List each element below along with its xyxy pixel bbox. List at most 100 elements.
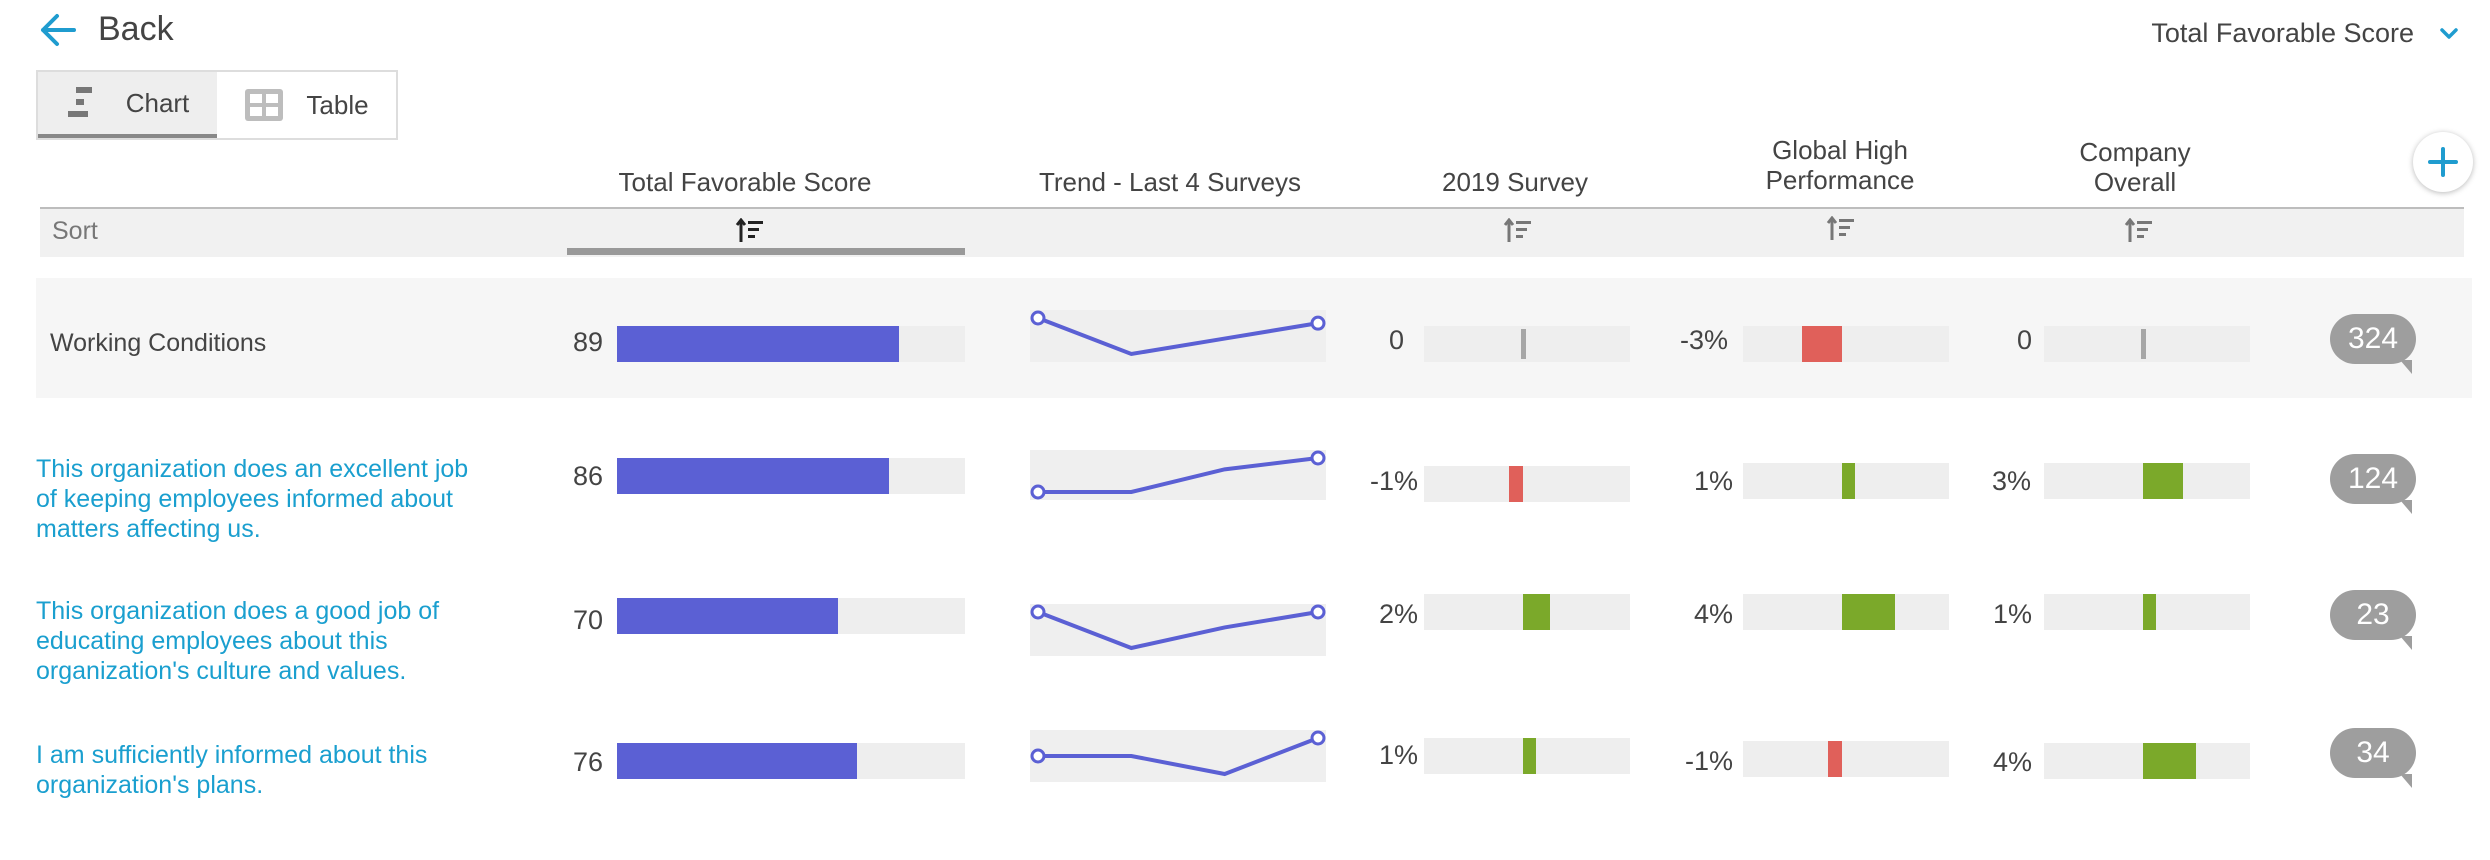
diff-bar-global-2 [1743, 594, 1949, 630]
diff-bar-global-3 [1743, 741, 1949, 777]
table-view-label: Table [306, 89, 369, 120]
diff-bar-global-fill-2 [1841, 594, 1896, 630]
chart-view-button[interactable]: Chart [38, 72, 217, 138]
metric-selector-label: Total Favorable Score [2151, 18, 2414, 48]
row-score-0: 89 [572, 327, 603, 357]
metric-selector[interactable]: Total Favorable Score [2151, 18, 2458, 49]
row-global-value-0: -3% [1679, 325, 1728, 355]
score-bar-2 [617, 598, 965, 634]
trend-end-point [1310, 730, 1326, 746]
comment-bubble-tail-2 [2400, 636, 2412, 650]
view-toggle: Chart Table [36, 70, 398, 140]
diff-bar-global-1 [1743, 463, 1949, 499]
score-bar-3 [617, 743, 965, 779]
diff-bar-company-3 [2044, 743, 2250, 779]
score-bar-fill-0 [617, 326, 899, 362]
row-company-value-1: 3% [1991, 466, 2031, 496]
table-view-button[interactable]: Table [217, 72, 396, 138]
comment-count-bubble-3[interactable]: 34 [2330, 728, 2416, 778]
plus-icon [2428, 147, 2458, 177]
score-bar-fill-3 [617, 743, 858, 779]
score-bar-1 [617, 458, 965, 494]
row-score-2: 70 [572, 605, 603, 635]
diff-bar-2019-fill-1 [1509, 466, 1523, 502]
diff-bar-company-1 [2044, 463, 2250, 499]
column-header-company-overall: Company Overall [2020, 137, 2250, 197]
column-header-global-high-line2: Performance [1765, 165, 1915, 195]
diff-bar-2019-1 [1424, 466, 1630, 502]
comment-bubble-tail-1 [2400, 500, 2412, 514]
row-label-0: Working Conditions [50, 329, 267, 357]
comment-count-0: 324 [2347, 322, 2399, 355]
diff-bar-company-2 [2044, 594, 2250, 630]
row-2019-value-3: 1% [1378, 740, 1418, 770]
trend-line [1038, 736, 1319, 777]
trend-line [1037, 610, 1319, 651]
diff-bar-2019-fill-0 [1520, 329, 1526, 359]
chevron-down-icon [2440, 27, 2458, 39]
trend-start-point [1030, 748, 1046, 764]
trend-sparkline-1 [1030, 450, 1326, 500]
comment-count-bubble-2[interactable]: 23 [2330, 590, 2416, 640]
trend-start-point [1030, 604, 1046, 620]
trend-sparkline-3 [1030, 730, 1326, 782]
diff-bar-2019-2 [1424, 594, 1630, 630]
comment-bubble-tail-3 [2400, 774, 2412, 788]
comment-count-bubble-1[interactable]: 124 [2330, 454, 2416, 504]
trend-sparkline-0 [1030, 310, 1326, 362]
table-icon [245, 89, 284, 121]
score-bar-0 [617, 326, 965, 362]
trend-end-point [1310, 315, 1326, 331]
row-label-1[interactable]: This organization does an excellent job … [36, 455, 469, 543]
trend-start-point [1030, 310, 1046, 326]
diff-bar-2019-0 [1424, 326, 1630, 362]
comment-bubble-tail-0 [2400, 360, 2412, 374]
back-button[interactable]: Back [40, 10, 174, 49]
row-2019-value-0: 0 [1388, 325, 1404, 355]
row-global-value-2: 4% [1693, 599, 1733, 629]
diff-bar-2019-3 [1424, 738, 1630, 774]
trend-sparkline-2 [1030, 604, 1326, 656]
row-company-value-0: 0 [2016, 325, 2032, 355]
sort-global-high-icon[interactable] [1826, 216, 1856, 242]
diff-bar-global-0 [1743, 326, 1949, 362]
diff-bar-2019-fill-2 [1522, 594, 1550, 630]
row-label-3[interactable]: I am sufficiently informed about this or… [36, 741, 428, 799]
row-2019-value-2: 2% [1378, 599, 1418, 629]
diff-bar-2019-fill-3 [1522, 738, 1537, 774]
active-sort-indicator [567, 248, 965, 255]
chart-view-label: Chart [125, 87, 190, 118]
trend-line [1038, 456, 1319, 494]
trend-end-point [1310, 450, 1326, 466]
column-header-2019-survey: 2019 Survey [1442, 167, 1588, 197]
diff-bar-company-fill-3 [2142, 743, 2197, 779]
diff-bar-company-fill-0 [2140, 329, 2146, 359]
row-score-1: 86 [572, 461, 603, 491]
add-comparison-button[interactable] [2413, 132, 2473, 192]
comment-count-2: 23 [2356, 598, 2390, 631]
diff-bar-company-0 [2044, 326, 2250, 362]
comment-count-1: 124 [2347, 462, 2399, 495]
diff-bar-company-fill-1 [2142, 463, 2184, 499]
comment-count-bubble-0[interactable]: 324 [2330, 314, 2416, 364]
column-header-trend: Trend - Last 4 Surveys [1038, 167, 1302, 197]
trend-end-point [1310, 604, 1326, 620]
arrow-left-icon [41, 13, 76, 46]
column-header-total-favorable: Total Favorable Score [618, 167, 872, 197]
row-company-value-2: 1% [1992, 599, 2032, 629]
diff-bar-global-fill-1 [1841, 463, 1856, 499]
comment-count-3: 34 [2356, 736, 2390, 769]
column-header-company-line2: Overall [2093, 167, 2177, 197]
column-header-company-line1: Company [2079, 137, 2191, 167]
row-label-2[interactable]: This organization does a good job of edu… [36, 597, 440, 685]
sort-company-overall-icon[interactable] [2124, 218, 2154, 244]
score-bar-fill-2 [617, 598, 839, 634]
sort-total-favorable-icon[interactable] [735, 218, 765, 244]
row-score-3: 76 [572, 747, 603, 777]
row-global-value-3: -1% [1684, 746, 1733, 776]
back-label: Back [98, 10, 174, 48]
trend-start-point [1030, 484, 1046, 500]
row-company-value-3: 4% [1992, 747, 2032, 777]
sort-2019-survey-icon[interactable] [1503, 218, 1533, 244]
row-global-value-1: 1% [1693, 466, 1733, 496]
